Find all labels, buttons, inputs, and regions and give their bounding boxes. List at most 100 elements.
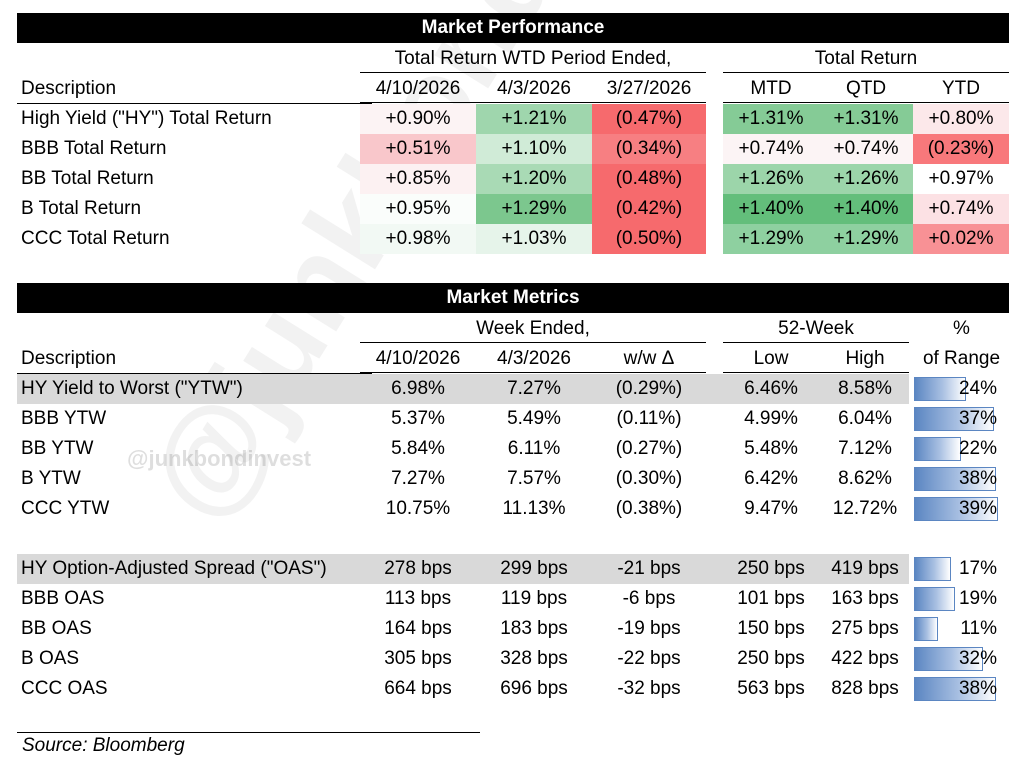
metrics-row-label: B YTW [21, 468, 81, 489]
metrics-cell: -32 bps [617, 678, 681, 699]
metrics-cell: -19 bps [617, 618, 681, 639]
metrics-row-label: BB YTW [21, 438, 94, 459]
metrics-cell: 6.46% [744, 378, 798, 399]
perf-group-total: Total Return [814, 48, 918, 69]
perf-cell: +1.10% [476, 134, 592, 164]
metrics-week-underline [360, 372, 706, 373]
pct-of-range-cell: 32% [914, 645, 1009, 673]
pct-of-range-value: 11% [960, 618, 997, 639]
metrics-row-label: BB OAS [21, 618, 92, 639]
metrics-cell: 696 bps [500, 678, 568, 699]
perf-cell: +1.31% [723, 104, 819, 134]
metrics-52wk-underline [723, 372, 909, 373]
source-rule [17, 732, 480, 733]
perf-cell: +0.74% [723, 134, 819, 164]
pct-of-range-cell: 19% [914, 585, 1009, 613]
metrics-cell: 8.62% [838, 468, 892, 489]
metrics-row-label: HY Option-Adjusted Spread ("OAS") [21, 558, 327, 579]
metrics-cell: 5.49% [507, 408, 561, 429]
metrics-cell: -21 bps [617, 558, 681, 579]
perf-cell: +1.26% [723, 164, 819, 194]
metrics-cell: 183 bps [500, 618, 568, 639]
metrics-row-label: CCC YTW [21, 498, 110, 519]
perf-cell: +0.02% [913, 224, 1009, 254]
perf-cell: (0.42%) [592, 194, 706, 224]
perf-cell: +1.21% [476, 104, 592, 134]
metrics-cell: 250 bps [737, 558, 805, 579]
pct-of-range-bar [914, 467, 996, 491]
metrics-cell: 150 bps [737, 618, 805, 639]
metrics-col-header-low: Low [753, 348, 789, 369]
metrics-group-52wk: 52-Week [778, 318, 854, 339]
perf-col-header-qtd: QTD [845, 78, 887, 99]
perf-cell: +1.29% [476, 194, 592, 224]
pct-of-range-value: 17% [958, 558, 997, 579]
metrics-cell: 11.13% [502, 498, 566, 519]
metrics-cell: 6.42% [744, 468, 798, 489]
pct-of-range-bar [914, 377, 966, 401]
metrics-cell: 275 bps [831, 618, 899, 639]
metrics-col-header-4-10-2026: 4/10/2026 [375, 348, 461, 369]
metrics-cell: 6.98% [391, 378, 445, 399]
perf-cell: (0.34%) [592, 134, 706, 164]
pct-of-range-value: 19% [958, 588, 997, 609]
perf-row-label: High Yield ("HY") Total Return [21, 108, 272, 129]
metrics-cell: 7.27% [507, 378, 561, 399]
metrics-cell: (0.38%) [615, 498, 683, 519]
perf-cell: (0.50%) [592, 224, 706, 254]
metrics-cell: 563 bps [737, 678, 805, 699]
perf-cell: +0.80% [913, 104, 1009, 134]
metrics-cell: 7.12% [838, 438, 892, 459]
metrics-cell: -6 bps [622, 588, 676, 609]
pct-of-range-cell: 39% [914, 495, 1009, 523]
perf-row-label: BBB Total Return [21, 138, 167, 159]
metrics-row-label: B OAS [21, 648, 80, 669]
pct-of-range-bar [914, 557, 951, 581]
metrics-cell: 12.72% [832, 498, 898, 519]
perf-cell: (0.48%) [592, 164, 706, 194]
perf-col-header-4-3-2026: 4/3/2026 [497, 78, 571, 99]
perf-cell: +0.98% [360, 224, 476, 254]
perf-cell: +1.03% [476, 224, 592, 254]
pct-of-range-bar [914, 407, 994, 431]
metrics-cell: 305 bps [384, 648, 452, 669]
metrics-desc-underline [17, 373, 372, 374]
metrics-cell: (0.11%) [616, 408, 682, 429]
perf-col-header-3-27-2026: 3/27/2026 [606, 78, 692, 99]
pct-of-range-bar [914, 437, 961, 461]
metrics-cell: 5.48% [744, 438, 798, 459]
metrics-cell: (0.30%) [615, 468, 683, 489]
metrics-col-header-w-w: w/w Δ [623, 348, 675, 369]
pct-of-range-value: 39% [958, 498, 997, 519]
metrics-cell: 9.47% [744, 498, 798, 519]
perf-cell: +1.31% [819, 104, 913, 134]
perf-cell: (0.47%) [592, 104, 706, 134]
metrics-cell: -22 bps [617, 648, 681, 669]
perf-desc-underline [17, 103, 372, 104]
metrics-cell: 6.11% [507, 438, 561, 459]
perf-cell: +1.40% [723, 194, 819, 224]
perf-cell: +0.74% [819, 134, 913, 164]
metrics-cell: 419 bps [831, 558, 899, 579]
perf-group-total-rule [723, 72, 1009, 73]
perf-col-header-ytd: YTD [942, 78, 980, 99]
metrics-cell: 278 bps [384, 558, 452, 579]
performance-title: Market Performance [17, 13, 1009, 43]
pct-of-range-value: 24% [958, 378, 997, 399]
row-highlight [17, 374, 909, 404]
metrics-row-label: BBB YTW [21, 408, 107, 429]
metrics-cell: 5.37% [391, 408, 445, 429]
metrics-cell: 664 bps [384, 678, 452, 699]
metrics-group-52wk-rule [723, 342, 909, 343]
pct-of-range-cell: 38% [914, 675, 1009, 703]
pct-of-range-value: 37% [958, 408, 997, 429]
perf-col-header-mtd: MTD [750, 78, 792, 99]
perf-cell: +1.26% [819, 164, 913, 194]
pct-of-range-value: 22% [958, 438, 997, 459]
metrics-cell: 299 bps [500, 558, 568, 579]
perf-cell: +0.95% [360, 194, 476, 224]
metrics-group-week: Week Ended, [476, 318, 590, 339]
source-note: Source: Bloomberg [22, 735, 185, 756]
pct-of-range-bar [914, 647, 983, 671]
perf-cell: +1.29% [819, 224, 913, 254]
